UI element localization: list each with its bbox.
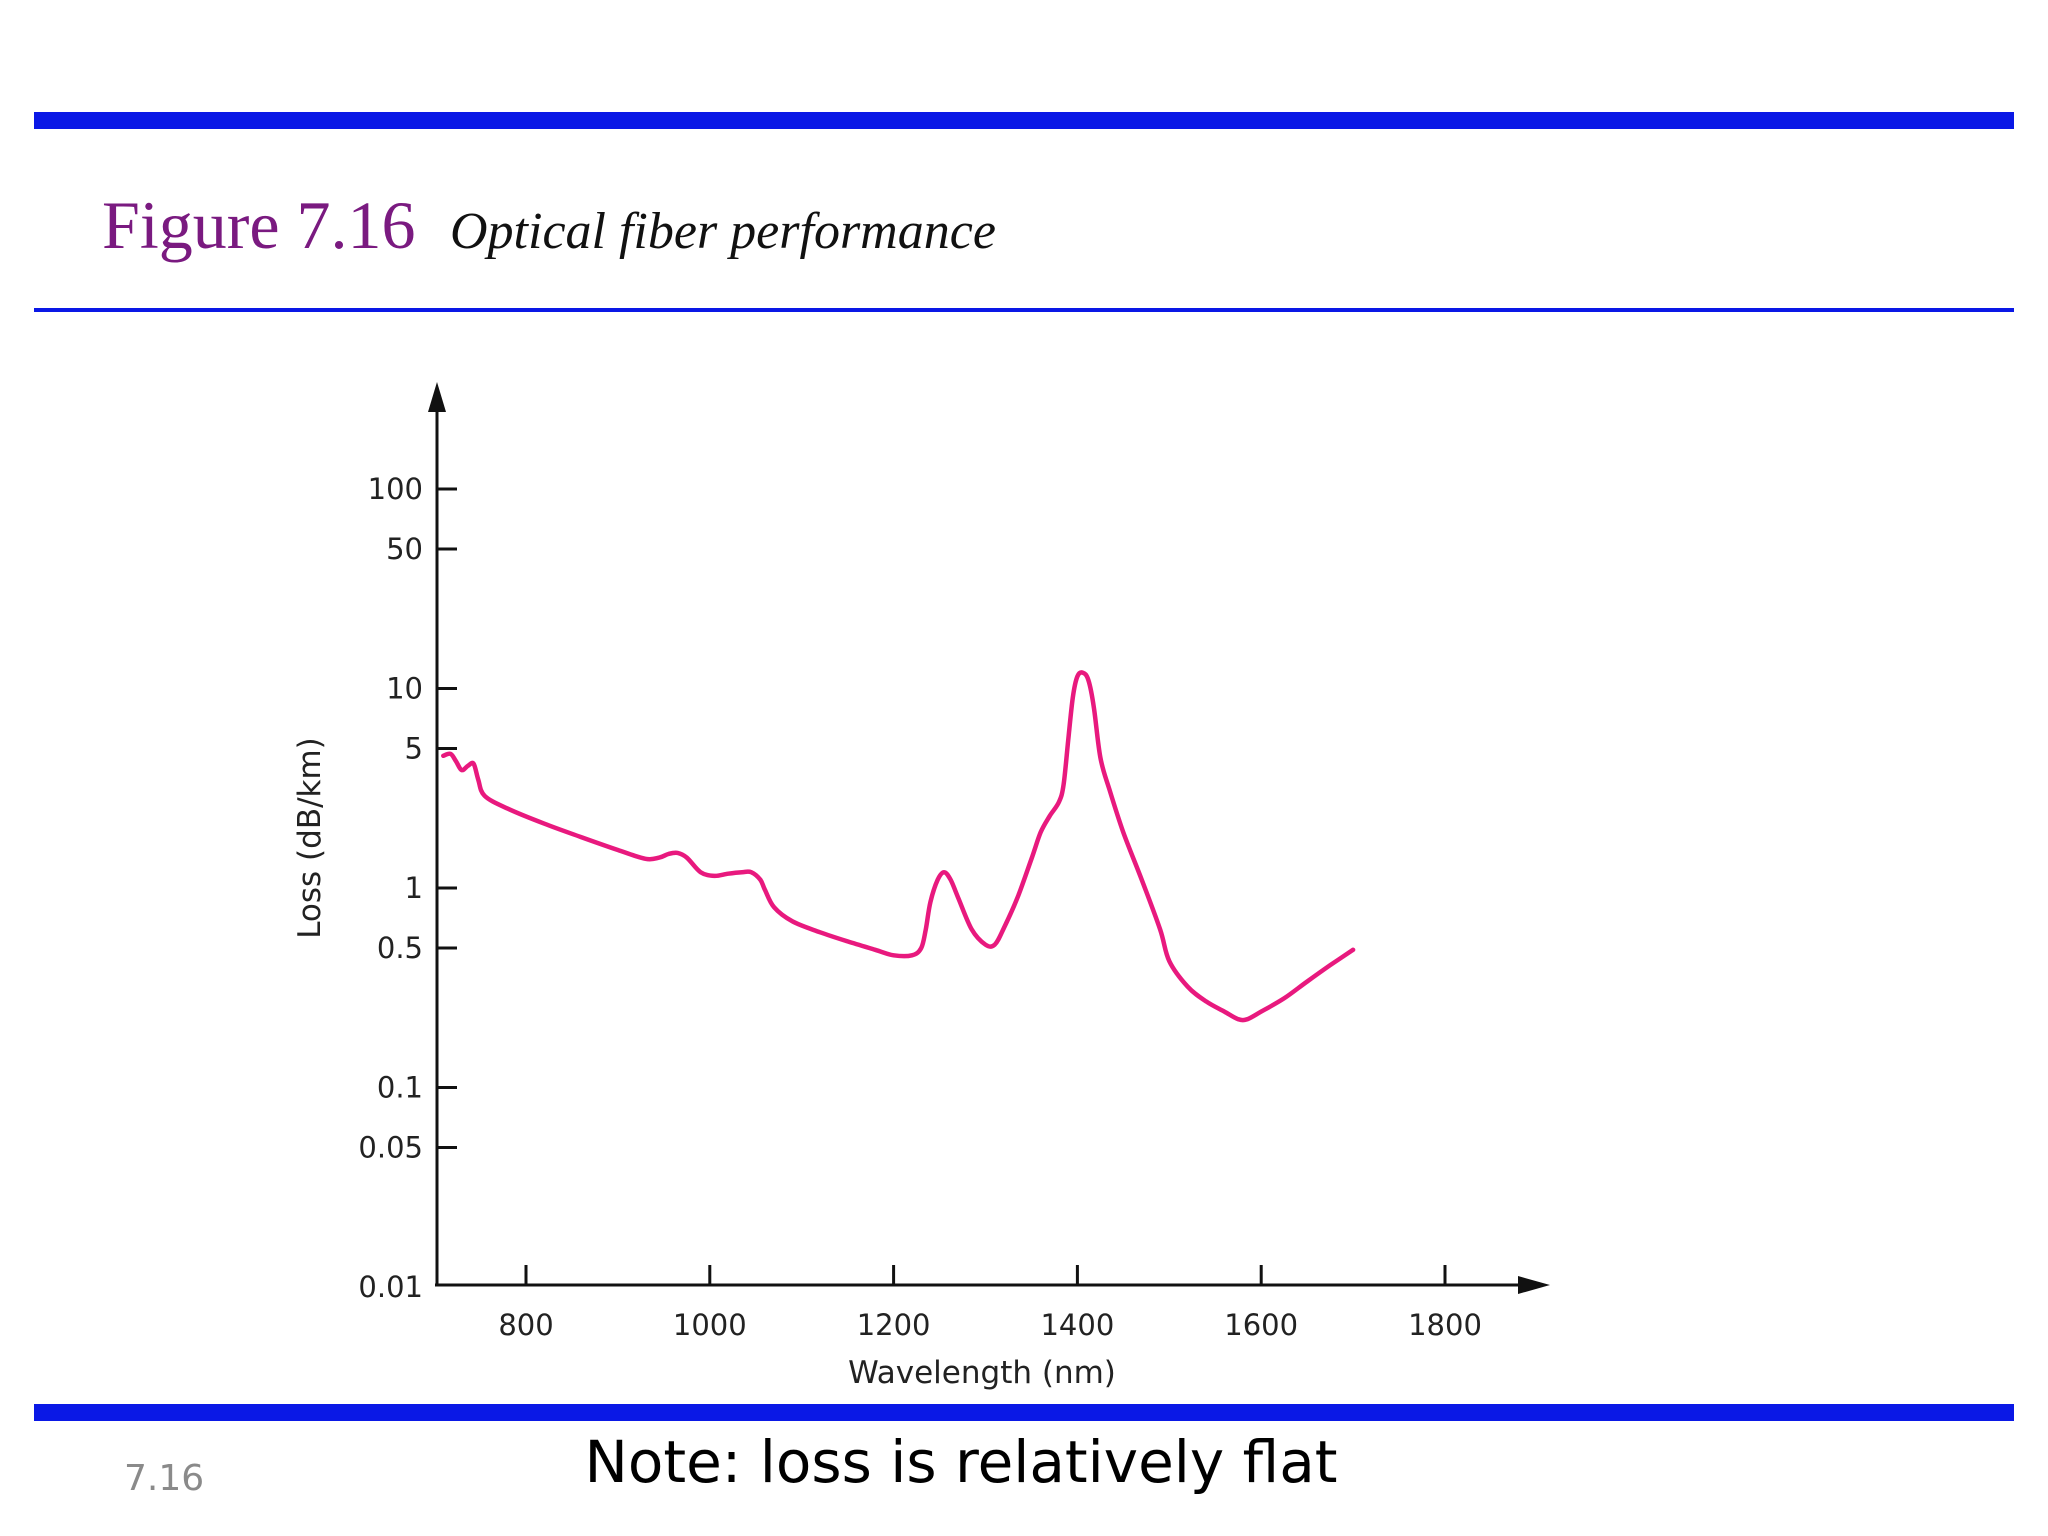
x-axis-ticks: 800 1000 1200 1400 1600 1800 xyxy=(498,1265,1482,1342)
y-tick-label: 100 xyxy=(368,472,423,506)
y-axis-title: Loss (dB/km) xyxy=(292,737,328,939)
slide-note: Note: loss is relatively flat xyxy=(584,1428,1338,1496)
bottom-rule xyxy=(34,1404,2014,1421)
x-tick-label: 1200 xyxy=(857,1308,931,1342)
y-axis-arrowhead xyxy=(428,382,446,412)
x-tick-label: 1400 xyxy=(1040,1308,1114,1342)
y-tick-label: 10 xyxy=(386,672,423,706)
x-tick-label: 1600 xyxy=(1224,1308,1298,1342)
figure-caption: Optical fiber performance xyxy=(450,203,996,260)
y-tick-label: 1 xyxy=(405,871,423,905)
x-tick-label: 1800 xyxy=(1408,1308,1482,1342)
slide-number: 7.16 xyxy=(124,1458,205,1499)
x-axis-arrowhead xyxy=(1518,1276,1550,1294)
x-tick-label: 1000 xyxy=(673,1308,747,1342)
chart-axes xyxy=(428,382,1550,1294)
y-tick-label: 0.01 xyxy=(358,1270,423,1304)
x-tick-label: 800 xyxy=(498,1308,553,1342)
loss-curve xyxy=(441,670,1356,1023)
y-tick-label: 0.05 xyxy=(358,1131,423,1165)
title-underline-rule xyxy=(34,308,2014,312)
y-tick-label: 0.1 xyxy=(377,1071,423,1105)
y-tick-label: 50 xyxy=(386,532,423,566)
figure-label: Figure 7.16 xyxy=(102,187,416,263)
top-rule xyxy=(34,112,2014,129)
y-tick-label: 5 xyxy=(405,732,423,766)
slide-title: Figure 7.16 Optical fiber performance xyxy=(102,186,996,265)
y-axis-ticks: 0.01 0.05 0.1 0.5 1 5 10 50 100 xyxy=(358,472,457,1304)
x-axis-title: Wavelength (nm) xyxy=(848,1355,1116,1391)
y-tick-label: 0.5 xyxy=(377,931,423,965)
